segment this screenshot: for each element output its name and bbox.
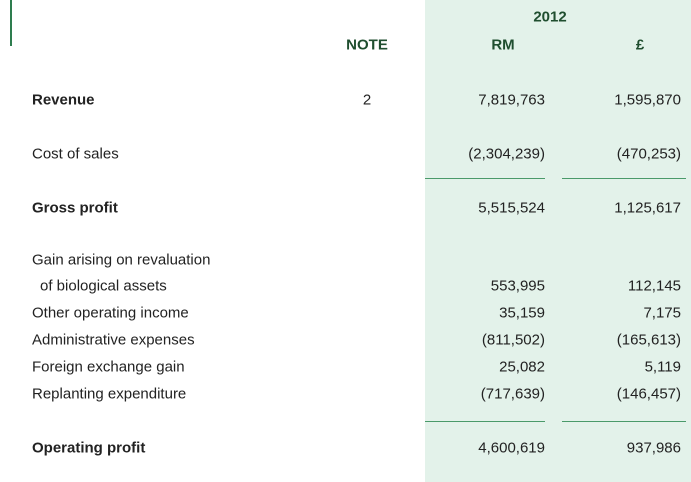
year-header: 2012 xyxy=(533,8,567,26)
row-label: Operating profit xyxy=(32,439,146,457)
rm-cell: 25,082 xyxy=(499,358,545,376)
note-header: NOTE xyxy=(346,36,388,54)
rm-cell: 5,515,524 xyxy=(478,199,545,217)
gbp-cell: (165,613) xyxy=(616,331,681,349)
gbp-cell: 7,175 xyxy=(643,304,681,322)
row-label: Gross profit xyxy=(32,199,118,217)
rm-cell: (2,304,239) xyxy=(468,145,545,163)
rm-header: RM xyxy=(491,36,515,54)
row-label: Revenue xyxy=(32,91,95,109)
row-label: Cost of sales xyxy=(32,145,119,163)
rule xyxy=(562,178,686,179)
column-shade xyxy=(425,0,691,482)
gbp-cell: (146,457) xyxy=(616,385,681,403)
row-label: Foreign exchange gain xyxy=(32,358,185,376)
rule xyxy=(562,421,686,422)
row-label: Other operating income xyxy=(32,304,189,322)
note-cell: 2 xyxy=(362,91,372,109)
rm-cell: 35,159 xyxy=(499,304,545,322)
row-label: Administrative expenses xyxy=(32,331,195,349)
rm-cell: (811,502) xyxy=(481,331,545,349)
gbp-cell: 1,595,870 xyxy=(614,91,681,109)
gbp-cell: 1,125,617 xyxy=(614,199,681,217)
rm-cell: 7,819,763 xyxy=(478,91,545,109)
row-label: Gain arising on revaluation xyxy=(32,251,211,269)
rm-cell: 553,995 xyxy=(490,277,545,295)
gbp-cell: (470,253) xyxy=(616,145,681,163)
gbp-cell: 112,145 xyxy=(627,277,681,295)
row-label: of biological assets xyxy=(40,277,167,295)
gbp-header: £ xyxy=(635,36,645,54)
margin-line xyxy=(10,0,12,46)
gbp-cell: 5,119 xyxy=(644,358,681,376)
row-label: Replanting expenditure xyxy=(32,385,187,403)
rule xyxy=(425,178,545,179)
gbp-cell: 937,986 xyxy=(626,439,681,457)
rm-cell: 4,600,619 xyxy=(478,439,545,457)
rule xyxy=(425,421,545,422)
rm-cell: (717,639) xyxy=(480,385,545,403)
